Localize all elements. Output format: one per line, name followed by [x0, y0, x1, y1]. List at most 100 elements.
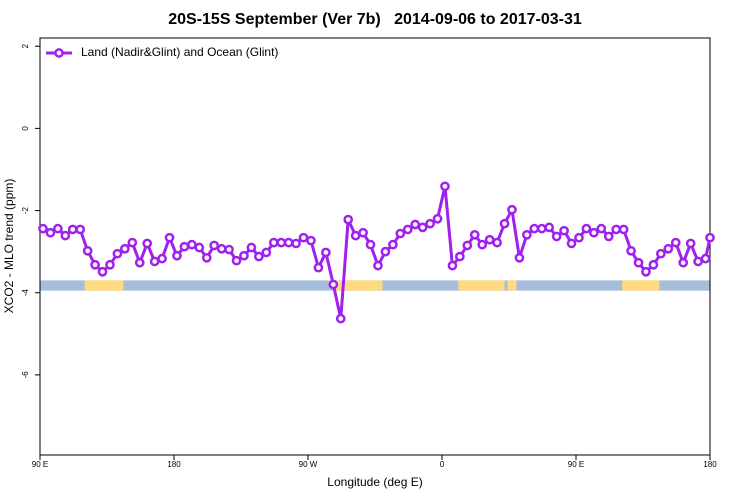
- data-point: [425, 218, 435, 229]
- data-point: [112, 248, 123, 259]
- data-point: [276, 237, 287, 248]
- data-point: [246, 242, 257, 253]
- data-point: [566, 238, 577, 249]
- land-band: [622, 280, 660, 291]
- data-point: [254, 251, 264, 262]
- x-tick-label: 90 E: [568, 460, 584, 469]
- data-point: [514, 252, 525, 263]
- data-point: [395, 228, 406, 239]
- data-point: [321, 247, 331, 258]
- x-axis-label: Longitude (deg E): [327, 475, 422, 489]
- land-band: [458, 280, 505, 291]
- data-point: [239, 250, 249, 261]
- data-point: [365, 239, 376, 250]
- data-point: [618, 224, 629, 235]
- data-point: [179, 241, 190, 252]
- data-point: [268, 237, 279, 248]
- plot-frame: [39, 37, 711, 456]
- legend-label: Land (Nadir&Glint) and Ocean (Glint): [81, 45, 278, 59]
- data-point: [656, 248, 666, 259]
- data-point: [187, 239, 197, 250]
- data-point: [462, 240, 473, 251]
- data-point: [343, 214, 354, 225]
- data-point: [216, 243, 227, 254]
- data-point: [705, 232, 715, 243]
- data-point: [67, 224, 78, 235]
- data-point: [82, 245, 93, 256]
- data-point: [581, 223, 592, 234]
- data-point: [350, 230, 361, 241]
- x-tick-label: 180: [703, 460, 717, 469]
- x-tick-label: 0: [440, 460, 445, 469]
- data-point: [499, 218, 510, 229]
- data-point: [90, 259, 100, 270]
- data-point: [693, 256, 703, 267]
- data-point: [551, 231, 562, 242]
- land-band: [84, 280, 124, 291]
- data-point: [641, 266, 651, 277]
- y-tick-label: 0: [21, 126, 30, 131]
- data-point: [224, 244, 234, 255]
- y-tick-label: -4: [21, 289, 30, 297]
- data-point: [477, 239, 488, 250]
- data-point: [410, 219, 421, 230]
- data-point: [536, 223, 547, 234]
- data-point: [157, 253, 167, 264]
- data-point: [469, 229, 480, 240]
- data-point: [358, 227, 368, 238]
- x-tick-label: 180: [167, 460, 181, 469]
- data-point: [209, 240, 220, 251]
- data-point: [328, 279, 339, 290]
- y-tick-label: 2: [21, 43, 30, 48]
- data-point: [127, 237, 138, 248]
- data-point: [603, 231, 614, 242]
- data-point: [388, 239, 398, 250]
- data-point: [522, 229, 532, 240]
- data-point: [75, 224, 86, 235]
- data-point: [194, 242, 205, 253]
- data-point: [298, 232, 309, 243]
- data-point: [380, 246, 391, 257]
- y-tick-label: -6: [21, 371, 30, 379]
- y-axis-label: XCO2 - MLO trend (ppm): [2, 179, 16, 314]
- data-point: [261, 247, 272, 258]
- data-point: [544, 222, 555, 233]
- data-point: [700, 253, 711, 264]
- data-point: [529, 223, 540, 234]
- data-point: [611, 224, 622, 235]
- x-tick-label: 90 E: [32, 460, 48, 469]
- data-point: [589, 227, 599, 238]
- data-point: [559, 225, 569, 236]
- data-point: [149, 256, 160, 267]
- land-band: [333, 280, 383, 291]
- data-point: [432, 213, 443, 224]
- data-point: [45, 227, 56, 238]
- data-point: [97, 266, 108, 277]
- data-point: [574, 232, 584, 243]
- data-point: [633, 257, 644, 268]
- data-point: [440, 181, 450, 192]
- data-point: [484, 234, 495, 245]
- data-point: [417, 222, 428, 233]
- data-point: [120, 243, 130, 254]
- data-point: [231, 255, 242, 266]
- data-point: [172, 250, 182, 261]
- data-point: [373, 260, 383, 271]
- data-point: [507, 204, 517, 215]
- data-point: [670, 237, 681, 248]
- series-line: [42, 184, 712, 321]
- data-point: [60, 230, 71, 241]
- data-point: [648, 259, 659, 270]
- chart-title: 20S-15S September (Ver 7b) 2014-09-06 to…: [168, 11, 582, 28]
- data-point: [306, 235, 316, 246]
- data-point: [663, 243, 674, 254]
- data-point: [685, 238, 696, 249]
- data-point: [105, 259, 115, 270]
- data-point: [596, 223, 607, 234]
- data-point: [291, 238, 301, 249]
- data-point: [283, 237, 294, 248]
- data-point: [313, 262, 324, 273]
- data-point: [447, 260, 458, 271]
- data-point: [142, 238, 153, 249]
